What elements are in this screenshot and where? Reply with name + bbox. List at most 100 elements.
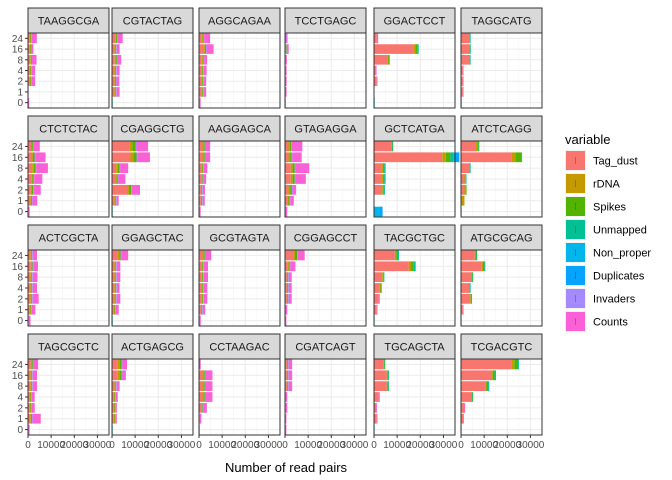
bar-segment [115,402,116,413]
strip-label: TAGCGCTC [38,342,99,354]
bar-segment [31,54,37,65]
bar-segment [374,33,377,44]
bar-segment [461,65,463,76]
bar-segment [286,44,288,54]
bar-segment [30,44,32,54]
bar-segment [202,195,205,206]
bar-segment [476,250,478,261]
bar-segment [112,65,115,76]
legend-label: Unmapped [593,225,647,237]
bar-segment [288,283,289,293]
bar-segment [382,272,384,283]
bar-segment [199,97,201,108]
bar-segment [383,272,385,283]
bar-segment [491,370,493,381]
bar-segment [461,359,512,370]
bar-segment [112,87,115,97]
bar-segment [30,381,32,392]
bar-segment [117,359,120,370]
bar-segment [31,152,33,163]
bar-segment [116,381,117,392]
bar-segment [204,370,206,381]
bar-segment [295,174,306,184]
bar-segment [115,283,117,293]
strip-label: CGAGGCTG [120,124,184,136]
bar-segment [32,370,38,381]
bar-segment [285,163,291,174]
bar-segment [31,402,35,413]
bar-segment [29,44,31,54]
bar-segment [28,195,31,206]
strip-label: CGGAGCCT [294,233,358,245]
bar-segment [30,261,32,272]
bar-segment [290,174,293,184]
bar-segment [29,65,31,76]
bar-segment [378,293,380,304]
bar-segment [287,261,289,272]
bar-segment [285,33,287,44]
bar-segment [517,359,519,370]
bar-segment [453,152,455,163]
bar-segment [135,141,137,152]
bar-segment [31,381,33,392]
strip-background [373,224,456,251]
bar-segment [112,392,114,402]
bar-segment [32,250,33,261]
bar-segment [396,250,399,261]
bar-segment [203,392,205,402]
bar-segment [201,163,203,174]
bar-segment [112,359,118,370]
bar-segment [202,402,204,413]
bar-segment [292,184,297,195]
bar-segment [199,87,202,97]
bar-segment [288,359,289,370]
bar-segment [297,250,305,261]
bar-segment [289,195,291,206]
bar-segment [514,359,518,370]
bar-segment [285,195,288,206]
bar-segment [201,54,203,65]
bar-segment [287,381,289,392]
bar-segment [203,261,204,272]
y-tick-label: 1 [17,87,23,98]
strip-background [27,333,110,360]
bar-segment [115,44,117,54]
bar-segment [383,163,385,174]
bar-segment [113,392,115,402]
bar-segment [31,304,36,315]
bar-segment [461,152,512,163]
y-tick-label: 1 [17,305,23,316]
bar-segment [31,402,32,413]
x-tick-label: 0 [458,440,464,451]
bar-segment [112,33,116,44]
bar-segment [200,359,201,370]
bar-segment [288,272,289,283]
strip-label: TCGACGTC [471,342,533,354]
bar-segment [201,293,203,304]
bar-segment [32,370,33,381]
bar-segment [291,141,292,152]
y-tick-label: 24 [12,142,24,153]
bar-segment [33,359,39,370]
bar-segment [388,381,390,392]
bar-segment [202,54,204,65]
bar-segment [200,97,201,108]
bar-segment [114,381,116,392]
bar-segment [199,141,203,152]
bar-segment [484,261,486,272]
bar-segment [116,381,120,392]
bar-segment [201,304,203,315]
bar-segment [461,44,470,54]
bar-segment [30,304,32,315]
bar-segment [286,44,287,54]
bar-segment [116,87,117,97]
bar-segment [374,293,379,304]
bar-segment [384,359,386,370]
bar-segment [511,152,516,163]
strip-background [284,224,367,251]
bar-segment [289,141,292,152]
bar-segment [472,392,474,402]
bar-segment [31,65,36,76]
bar-segment [494,370,496,381]
bar-segment [206,44,214,54]
